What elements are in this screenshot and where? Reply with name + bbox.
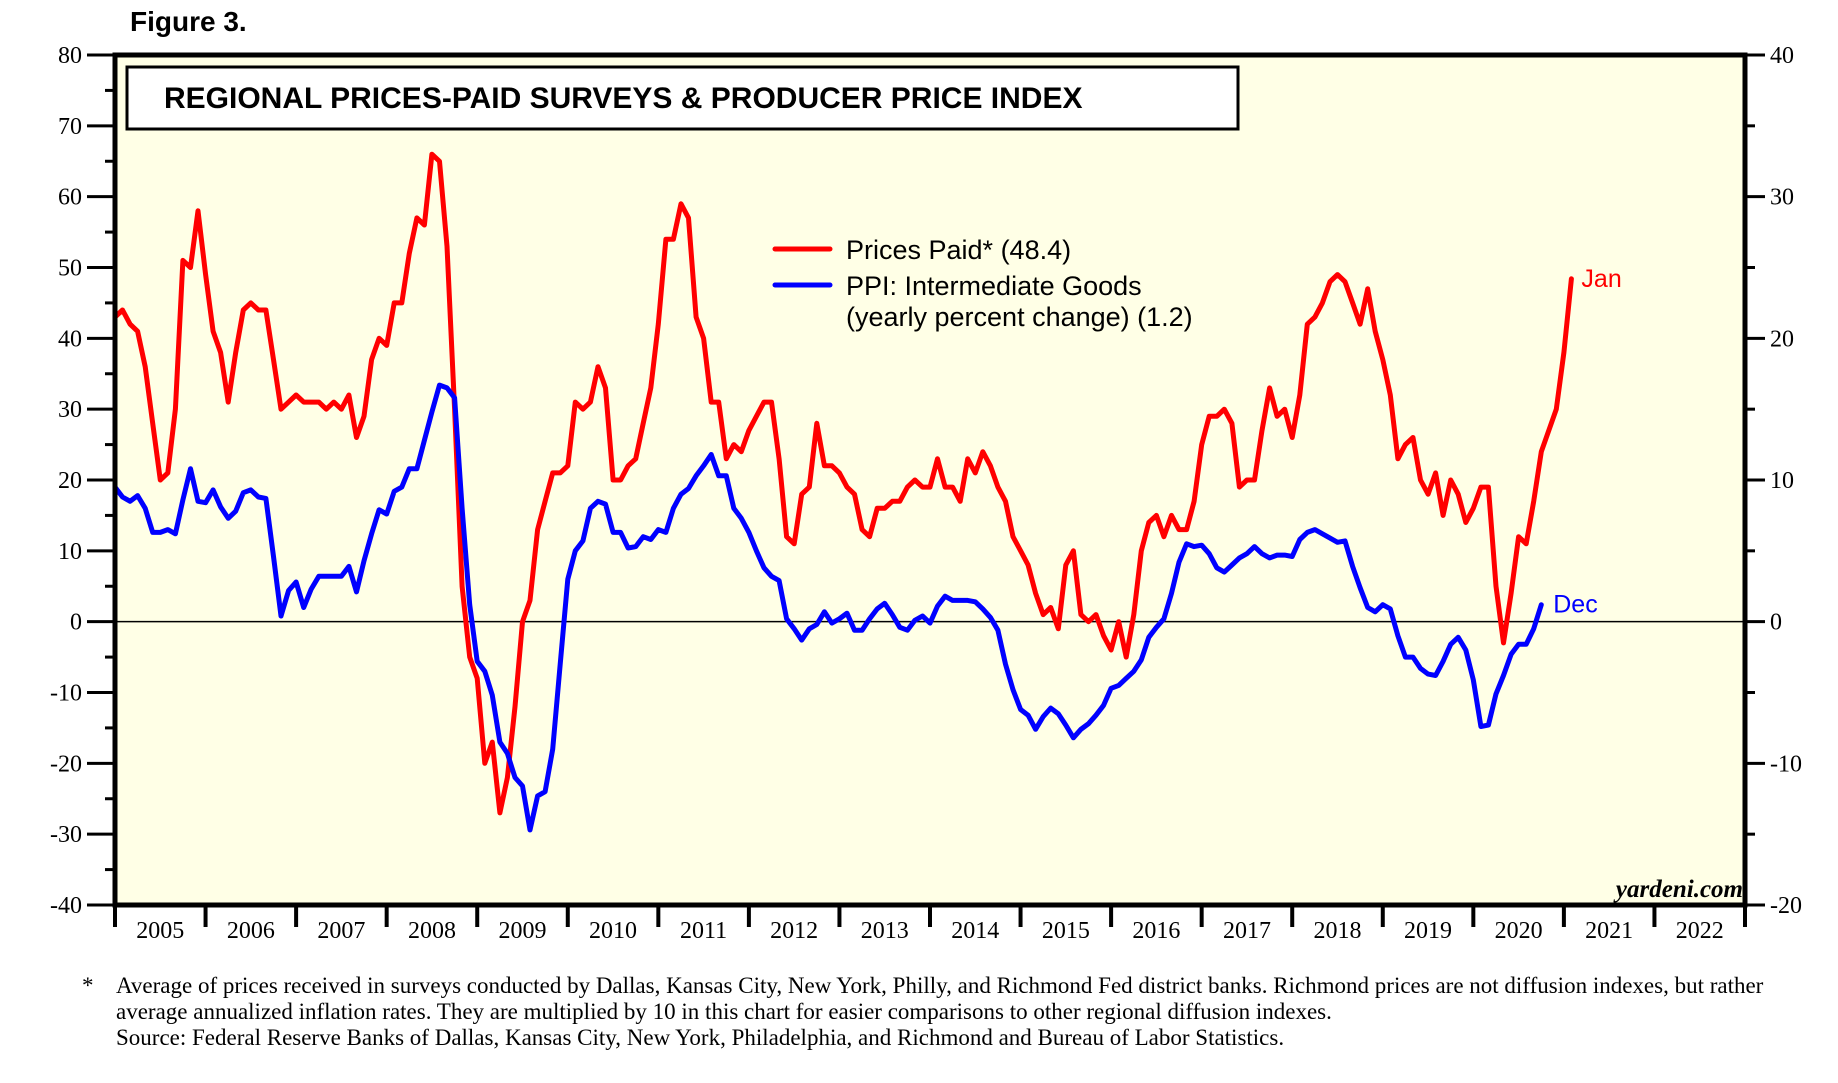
source-note: Source: Federal Reserve Banks of Dallas,… — [116, 1025, 1285, 1050]
plot-frame — [112, 52, 1748, 908]
x-tick-label: 2012 — [770, 918, 818, 944]
x-tick-label: 2011 — [680, 918, 727, 944]
y-left-tick-label: 20 — [58, 468, 82, 494]
chart-title: REGIONAL PRICES-PAID SURVEYS & PRODUCER … — [164, 82, 1083, 115]
legend: Prices Paid* (48.4) PPI: Intermediate Go… — [772, 235, 1193, 332]
y-left-tick-label: 70 — [58, 114, 82, 140]
axes: 80706050403020100-10-20-30-40403020100-1… — [50, 43, 1802, 944]
y-left-tick-label: 50 — [58, 256, 82, 282]
y-left-tick-label: -20 — [50, 751, 82, 777]
legend-label-prices-paid: Prices Paid* (48.4) — [846, 235, 1071, 265]
title-box: REGIONAL PRICES-PAID SURVEYS & PRODUCER … — [125, 65, 1240, 131]
x-tick-label: 2010 — [589, 918, 637, 944]
credit-yardeni: yardeni.com — [1613, 876, 1743, 903]
legend-label-ppi: PPI: Intermediate Goods — [846, 271, 1142, 301]
x-tick-label: 2015 — [1042, 918, 1090, 944]
x-tick-label: 2006 — [227, 918, 275, 944]
x-tick-label: 2008 — [408, 918, 456, 944]
y-left-tick-label: 60 — [58, 185, 82, 211]
x-tick-label: 2022 — [1676, 918, 1724, 944]
end-label-ppi: Dec — [1553, 591, 1597, 619]
x-tick-label: 2020 — [1495, 918, 1543, 944]
y-left-tick-label: 80 — [58, 43, 82, 69]
y-left-tick-label: 0 — [70, 610, 82, 636]
y-right-tick-label: -20 — [1770, 893, 1802, 919]
line-chart: 80706050403020100-10-20-30-40403020100-1… — [50, 43, 1802, 944]
x-tick-label: 2021 — [1585, 918, 1633, 944]
end-label-prices-paid: Jan — [1581, 265, 1621, 293]
series-line-prices-paid — [112, 151, 1574, 816]
footnote: * Average of prices received in surveys … — [82, 973, 1782, 1051]
y-right-tick-label: -10 — [1770, 751, 1802, 777]
series-line-ppi — [112, 382, 1544, 833]
x-tick-label: 2005 — [136, 918, 184, 944]
y-right-tick-label: 30 — [1770, 185, 1794, 211]
y-left-tick-label: 10 — [58, 539, 82, 565]
x-tick-label: 2009 — [499, 918, 547, 944]
x-tick-label: 2018 — [1314, 918, 1362, 944]
y-left-tick-label: 40 — [58, 326, 82, 352]
y-left-tick-label: -40 — [50, 893, 82, 919]
x-tick-label: 2016 — [1132, 918, 1180, 944]
legend-label-ppi-sub: (yearly percent change) (1.2) — [846, 302, 1193, 332]
x-tick-label: 2007 — [317, 918, 365, 944]
y-right-tick-label: 0 — [1770, 610, 1782, 636]
y-right-tick-label: 20 — [1770, 326, 1794, 352]
y-right-tick-label: 40 — [1770, 43, 1794, 69]
x-tick-label: 2017 — [1223, 918, 1271, 944]
x-tick-label: 2019 — [1404, 918, 1452, 944]
y-left-tick-label: 30 — [58, 397, 82, 423]
y-left-tick-label: -30 — [50, 822, 82, 848]
figure-label: Figure 3. — [130, 6, 247, 37]
x-tick-label: 2013 — [861, 918, 909, 944]
y-right-tick-label: 10 — [1770, 468, 1794, 494]
x-tick-label: 2014 — [951, 918, 999, 944]
footnote-marker: * — [82, 973, 94, 998]
y-left-tick-label: -10 — [50, 681, 82, 707]
footnote-text: Average of prices received in surveys co… — [116, 973, 1764, 1024]
